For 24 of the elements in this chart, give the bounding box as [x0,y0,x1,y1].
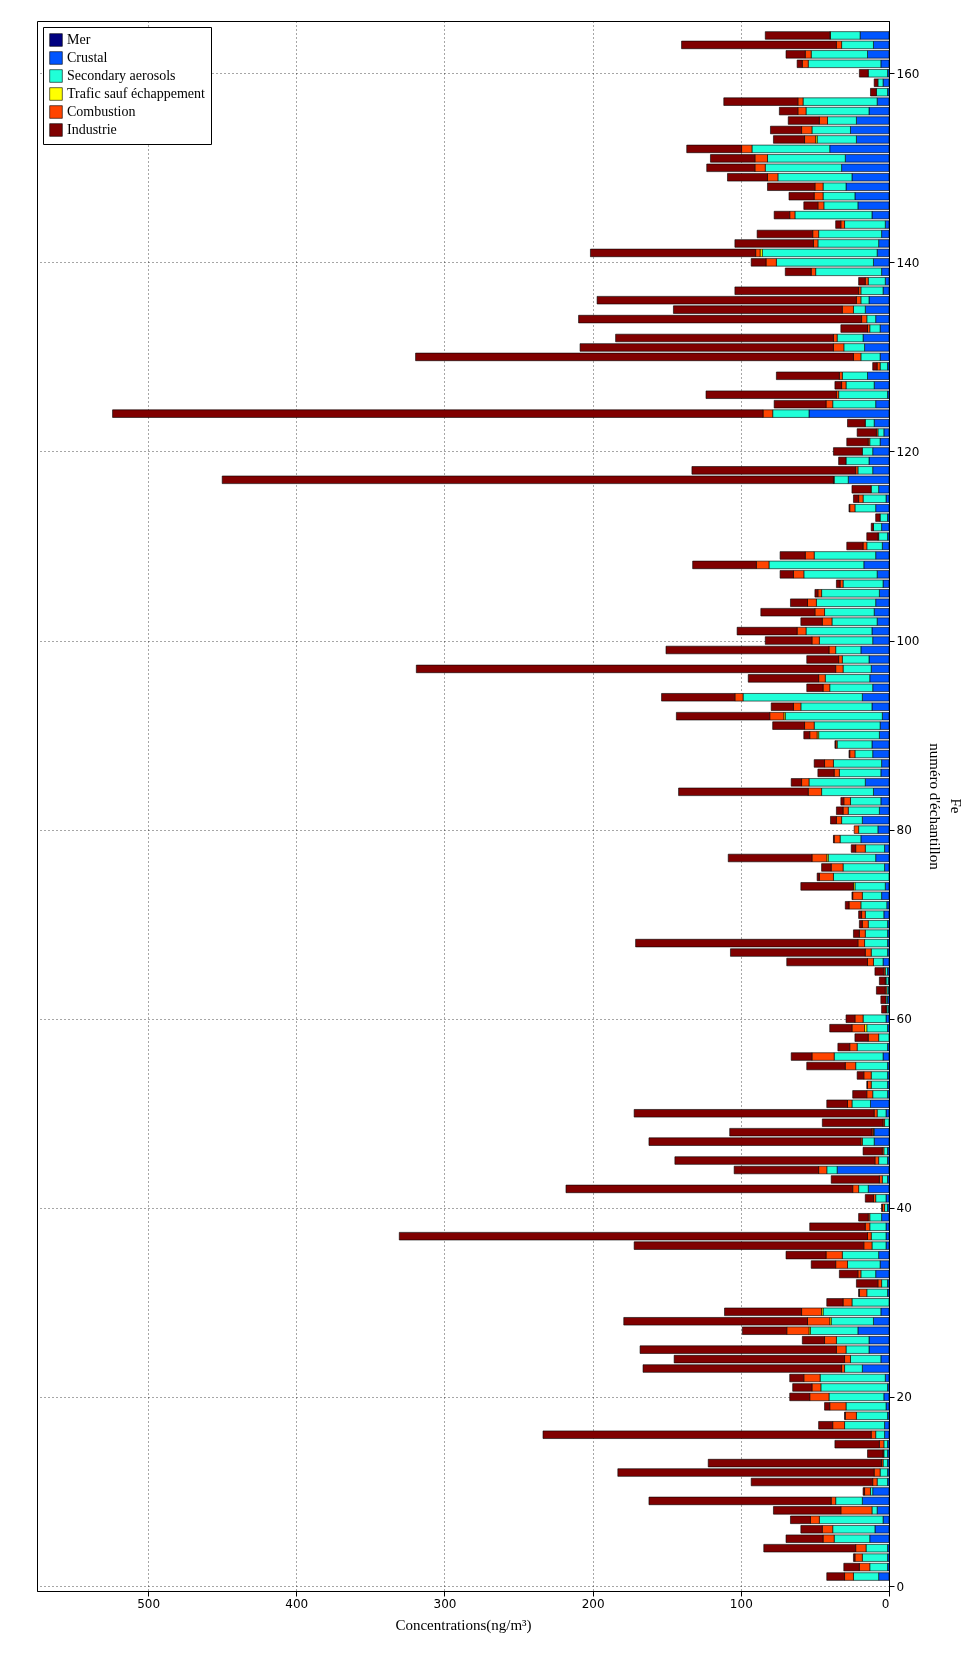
legend-label: Trafic sauf échappement [67,86,205,101]
y-tick-label: 100 [896,634,920,649]
y-tick-label: 0 [896,1579,905,1594]
x-tick-label: 300 [433,1596,457,1611]
legend-label: Mer [67,32,91,47]
x-tick-label: 0 [881,1596,890,1611]
y-tick-label: 60 [896,1012,912,1027]
x-axis-title: Concentrations(ng/m³) [395,1616,532,1634]
legend-label: Crustal [67,50,108,65]
legend-label: Secondary aerosols [67,68,176,83]
y-tick-label: 160 [896,66,920,81]
y-tick-label: 140 [896,255,920,270]
x-tick-label: 100 [729,1596,753,1611]
text: Fe [947,798,964,814]
y-axis-title: numéro d'échantillon [927,743,944,871]
legend-label: Combustion [67,104,136,119]
legend-label: Industrie [67,122,117,137]
y-tick-label: 80 [896,823,912,838]
x-tick-label: 200 [581,1596,605,1611]
y-tick-label: 20 [896,1390,912,1405]
y-tick-label: 40 [896,1201,912,1216]
x-tick-label: 500 [137,1596,161,1611]
y-tick-label: 120 [896,444,920,459]
x-tick-label: 400 [285,1596,309,1611]
